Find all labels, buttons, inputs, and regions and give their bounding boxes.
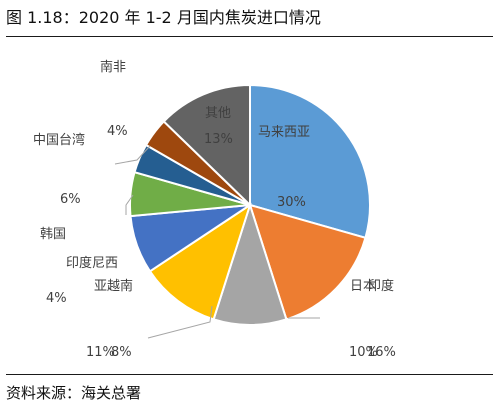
slice-malaysia <box>249 83 371 240</box>
leader-lines <box>114 145 320 339</box>
value-korea: 6% <box>60 192 81 207</box>
slice-other <box>162 83 251 208</box>
leader-line-taiwan <box>114 145 151 165</box>
source-note: 资料来源：海关总署 <box>6 384 142 402</box>
label-korea: 韩国 <box>40 227 66 242</box>
value-japan: 16% <box>367 345 396 360</box>
label-japan: 日本 <box>350 279 376 294</box>
leader-line-vietnam <box>147 305 213 339</box>
data-labels: 南非 中国台湾 4% 6% 韩国 印度尼西 亚越南 4% 11% 8% 其他 1… <box>33 59 396 360</box>
value-other: 13% <box>204 132 233 147</box>
slice-india <box>212 201 288 326</box>
value-taiwan: 4% <box>107 124 128 139</box>
value-malaysia: 30% <box>277 195 306 210</box>
label-indonesia: 印度尼西 <box>66 255 118 271</box>
value-south-africa: 4% <box>46 291 67 306</box>
leader-line-korea <box>125 194 134 215</box>
slice-vietnam <box>148 202 252 321</box>
label-taiwan: 中国台湾 <box>33 132 85 148</box>
label-south-africa: 南非 <box>100 59 126 75</box>
source-rule <box>6 374 493 375</box>
slice-japan <box>248 203 367 321</box>
value-vietnam: 11% <box>86 345 115 360</box>
title-rule <box>6 36 493 37</box>
label-malaysia: 马来西亚 <box>258 125 310 140</box>
figure-title: 图 1.18：2020 年 1-2 月国内焦炭进口情况 <box>6 8 321 27</box>
label-other: 其他 <box>205 106 231 121</box>
pie-chart: 南非 中国台湾 4% 6% 韩国 印度尼西 亚越南 4% 11% 8% 其他 1… <box>33 59 396 360</box>
label-india: 印度 <box>368 278 394 294</box>
value-indonesia: 8% <box>111 345 132 360</box>
slices-group <box>129 83 371 326</box>
value-india: 10% <box>349 345 378 360</box>
label-vietnam: 亚越南 <box>94 278 133 294</box>
